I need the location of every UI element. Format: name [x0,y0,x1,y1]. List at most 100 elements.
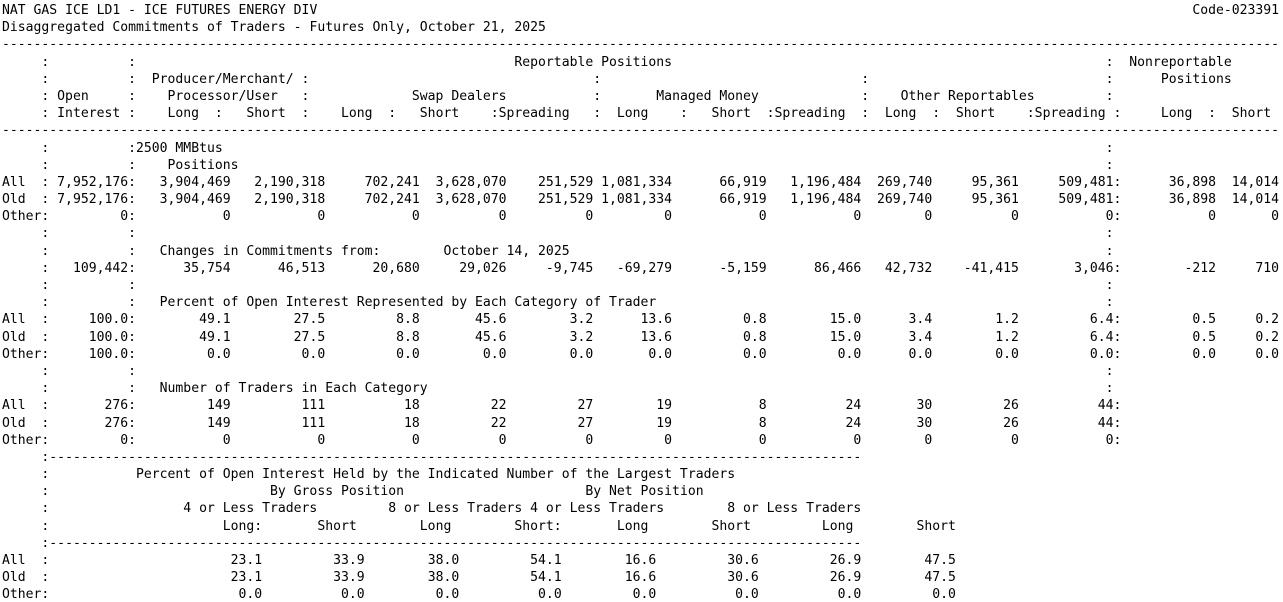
report-text-segment: 276: [104,398,137,414]
report-text-segment: -41,415 [963,260,1019,276]
report-text-segment: : [128,71,137,87]
report-text-segment: 0 [222,209,231,225]
report-text-segment: : [41,381,50,397]
report-text-segment: Other: [2,209,50,225]
report-text-segment: 0 [1208,209,1216,225]
report-text-segment: Short [246,106,286,122]
report-text-segment: 49.1 [199,329,231,345]
report-text-segment: 24 [845,415,862,431]
report-text-segment: 26.9 [829,570,862,586]
report-text-segment: : [1105,88,1114,104]
report-text-segment: 6.4: [1089,329,1122,345]
report-line: : ---------------------------------------… [2,449,1283,466]
report-text-segment: 111 [301,415,326,431]
report-text-segment: 4 or Less Traders [530,501,665,517]
report-text-segment: 14,014 [1231,192,1280,208]
report-text-segment: 33.9 [333,553,365,568]
report-text-segment: : [593,88,602,104]
report-text-segment: : [41,243,50,259]
report-text-segment: 3.2 [569,312,594,328]
report-text-segment: 0 [411,209,420,225]
report-text-segment: Long [884,106,917,122]
report-text-segment: 276: [104,415,137,431]
report-text-segment: -69,279 [616,260,673,276]
report-text-segment: : [128,226,137,242]
report-text-segment: 269,740 [877,192,933,208]
report-text-segment: 8 [758,398,767,414]
report-text-segment: 3.4 [908,329,933,345]
report-text-segment: 0.0 [538,587,562,602]
report-line: :: Positions: [2,157,1283,174]
report-text-segment: Open [57,88,89,104]
report-text-segment: 29,026 [459,260,507,276]
report-text-segment: 0.5 [1192,329,1216,345]
report-text-segment: -212 [1184,260,1216,276]
report-text-segment: 0 [585,432,594,448]
report-text-segment: 0 [411,432,420,448]
report-text-segment: : [41,140,50,156]
report-text-segment: 3,904,469 [159,174,231,190]
report-line: :: Number of Traders in Each Category: [2,380,1283,397]
report-text-segment: 23.1 [230,570,263,586]
report-text-segment: 13.6 [640,329,673,345]
report-line: :: Producer/Merchant/:::: Positions [2,71,1283,88]
report-text-segment: : [1105,295,1114,311]
report-text-segment: 95,361 [971,174,1019,190]
report-text-segment: 3,628,070 [435,192,507,208]
report-text-segment: 1.2 [995,312,1019,328]
report-text-segment: : [1105,363,1114,379]
report-text-segment: : [128,106,137,122]
report-text-segment: : [41,226,50,242]
report-text-segment: 0 [664,432,673,448]
report-text-segment: 8 or Less Traders [388,501,523,517]
report-text-segment: Percent of Open Interest Represented by … [159,295,657,311]
report-text-segment: : [128,363,137,379]
report-text-segment: 20,680 [372,260,420,276]
report-text-segment: Other: [2,587,50,602]
report-text-segment: : [593,71,602,87]
report-text-segment: 0 [853,432,862,448]
report-text-segment: 6.4: [1089,312,1122,328]
report-text-segment: 0.0 [340,587,365,602]
report-text-segment: : [41,501,50,517]
report-text-segment: 15.0 [829,329,862,345]
report-line: ----------------------------------------… [2,36,1283,53]
report-text-segment: Code-023391 [1192,3,1280,18]
report-text-segment: Short [955,106,996,122]
report-text-segment: : [861,88,870,104]
report-text-segment: 0 [924,209,933,225]
report-line: ----------------------------------------… [2,122,1283,139]
report-text-segment: 149 [206,398,231,414]
report-text-segment: 26 [1003,398,1019,414]
report-text-segment: 0.5 [1192,312,1216,328]
report-text-segment: Other Reportables [900,88,1035,104]
report-text-segment: 14,014 [1231,174,1280,190]
report-text-segment: : [41,535,50,551]
report-text-segment: All [2,312,26,328]
report-line: ::2500 MMBtus: [2,140,1283,157]
report-text-segment: 8 or Less Traders [727,501,862,517]
report-line: Other: 0: 0 0 0 0 0 0 0 0 0 0 0: 0 0 [2,208,1283,225]
report-text-segment: Disaggregated Commitments of Traders - F… [2,20,546,36]
report-text-segment: : [41,329,50,345]
report-text-segment: 2,190,318 [254,192,326,208]
report-text-segment: 30.6 [727,570,759,586]
report-text-segment: : [128,54,137,70]
report-text-segment: 702,241 [364,192,420,208]
report-line: : Interest: Long: Short: Long: Short:Spreadin… [2,105,1283,122]
report-text-segment: 19 [656,415,673,431]
report-text-segment: : [41,106,50,122]
report-text-segment: 111 [301,398,326,414]
report-text-segment: : [1105,54,1114,70]
report-text-segment: 35,754 [183,260,231,276]
report-text-segment: : [861,71,870,87]
report-text-segment: 100.0: [88,312,137,328]
report-text-segment: 100.0: [88,346,137,362]
report-text-segment: 0 [853,209,862,225]
report-text-segment: Long [340,106,373,122]
report-text-segment: 7,952,176: [57,192,137,208]
report-text-segment: 0.8 [743,312,767,328]
report-text-segment: : [1105,226,1114,242]
report-text-segment: Processor/User [167,88,278,104]
